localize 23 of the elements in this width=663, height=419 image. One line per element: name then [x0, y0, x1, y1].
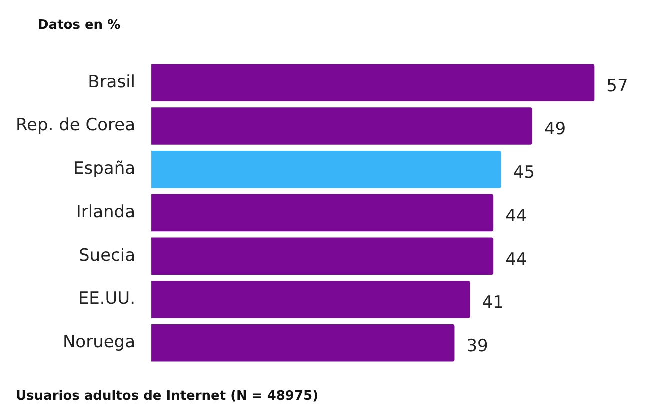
- bar: [152, 194, 494, 232]
- y-tick-label: Noruega: [62, 332, 136, 353]
- text: Usuarios adultos de Internet (N = 48975): [15, 388, 320, 404]
- chart-title: Datos en %: [37, 17, 122, 35]
- data-label: 57: [606, 76, 628, 96]
- bar: [152, 108, 532, 145]
- bar: [152, 324, 455, 362]
- data-label: 39: [466, 336, 488, 357]
- y-tick-label: EE.UU.: [78, 289, 136, 310]
- bar: [152, 150, 502, 188]
- y-tick-label: Irlanda: [76, 202, 136, 222]
- bar: [152, 64, 595, 102]
- bar: [152, 281, 470, 318]
- y-tick-label: Suecia: [79, 246, 136, 266]
- data-label: 45: [513, 163, 536, 184]
- data-label: 49: [544, 120, 566, 140]
- y-tick-label: Brasil: [88, 72, 136, 92]
- y-tick-label: Rep. de Corea: [16, 116, 136, 136]
- data-label: 44: [506, 250, 528, 270]
- bar: [152, 238, 494, 276]
- data-label: 44: [506, 206, 528, 226]
- y-tick-label: España: [74, 159, 136, 180]
- data-label: 41: [482, 293, 504, 314]
